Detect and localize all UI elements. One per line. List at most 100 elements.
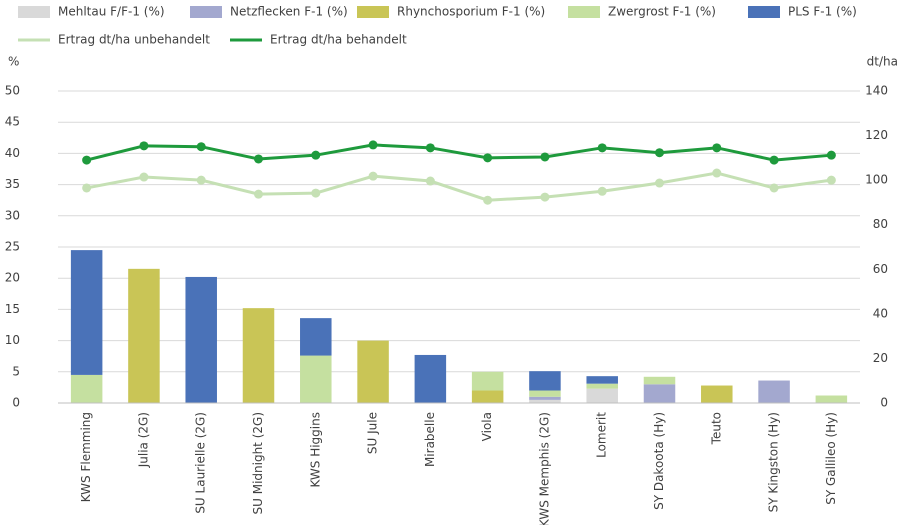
legend-swatch (18, 6, 50, 18)
line-point (425, 143, 435, 153)
legend-label: Netzflecken F-1 (%) (230, 5, 348, 19)
line-point (769, 155, 779, 165)
line-point (712, 143, 722, 153)
line-point (139, 172, 149, 182)
y-tick-label: 40 (5, 146, 20, 160)
line-point (826, 175, 836, 185)
bar-segment (414, 354, 447, 403)
x-tick-label: Viola (480, 412, 494, 441)
bar-segment (701, 385, 733, 403)
bar-segment (586, 383, 618, 389)
bar-segment (529, 396, 561, 400)
y2-tick-label: 100 (865, 173, 888, 187)
x-tick-label: Mirabelle (423, 412, 437, 467)
line-series (86, 143, 832, 162)
x-tick-label: SU Midnight (2G) (251, 412, 265, 515)
line-point (196, 175, 206, 185)
y2-tick-label: 80 (873, 217, 888, 231)
bar-segment (815, 395, 848, 403)
legend-label: Ertrag dt/ha unbehandelt (58, 33, 210, 47)
bar-segment (529, 371, 561, 391)
line-point (712, 168, 722, 178)
bar-segment (300, 355, 332, 403)
y-tick-label: 50 (5, 84, 20, 98)
bar-segment (185, 276, 217, 403)
bar-segment (586, 376, 618, 384)
bar-segment (471, 390, 504, 403)
x-tick-label: KWS Memphis (2G) (537, 412, 551, 525)
legend-label: Ertrag dt/ha behandelt (270, 33, 407, 47)
bar-segment (357, 340, 389, 403)
x-tick-label: SY Kingston (Hy) (767, 412, 781, 512)
legend-swatch (190, 6, 222, 18)
line-point (196, 142, 206, 152)
line-point (139, 141, 149, 151)
bar-segment (70, 250, 103, 375)
line-point (368, 140, 378, 150)
y-tick-label: 0 (12, 396, 20, 410)
y-tick-label: 15 (5, 302, 20, 316)
x-tick-label: KWS Higgins (308, 412, 322, 488)
x-tick-label: Lomerit (595, 412, 609, 458)
y-tick-label: 20 (5, 271, 20, 285)
line-point (540, 152, 550, 162)
bar-segment (643, 376, 676, 385)
line-point (540, 192, 550, 202)
y-tick-label: 5 (12, 364, 20, 378)
line-point (655, 178, 664, 188)
y2-tick-label: 140 (865, 84, 888, 98)
x-tick-label: KWS Flemming (79, 412, 93, 502)
bar-segment (471, 371, 504, 391)
y2-tick-label: 60 (873, 262, 888, 276)
line-point (769, 183, 779, 193)
y2-tick-label: 40 (873, 306, 888, 320)
y-axis-label: % (8, 55, 19, 69)
x-tick-label: Teuto (709, 412, 723, 445)
y2-tick-label: 120 (865, 128, 888, 142)
line-point (311, 188, 321, 198)
bar-segment (242, 308, 275, 403)
legend-label: Zwergrost F-1 (%) (608, 5, 716, 19)
bar-segment (70, 374, 103, 403)
legend-label: Rhynchosporium F-1 (%) (397, 5, 545, 19)
line-point (483, 195, 493, 205)
y2-axis-label: dt/ha (867, 55, 898, 69)
legend-swatch (568, 6, 600, 18)
line-point (82, 183, 92, 193)
bar-segment (128, 268, 160, 403)
bar-segment (586, 388, 618, 403)
legend-label: Mehltau F/F-1 (%) (58, 5, 165, 19)
y-tick-label: 10 (5, 333, 20, 347)
x-tick-label: SU Laurielle (2G) (194, 412, 208, 514)
line-point (655, 148, 664, 158)
line-point (425, 176, 435, 186)
line-point (368, 171, 378, 181)
bar-segment (758, 380, 790, 403)
y-tick-label: 25 (5, 240, 20, 254)
x-tick-label: SY Gallileo (Hy) (824, 412, 838, 505)
x-tick-label: SU Jule (366, 412, 380, 454)
y-tick-label: 35 (5, 177, 20, 191)
y-tick-label: 45 (5, 115, 20, 129)
line-series (86, 171, 832, 202)
x-tick-label: Julia (2G) (136, 412, 150, 468)
line-point (254, 189, 263, 199)
line-point (483, 153, 493, 163)
legend-swatch (357, 6, 389, 18)
bar-segment (529, 399, 561, 403)
line-point (826, 150, 836, 160)
bar-segment (300, 318, 332, 356)
line-point (254, 154, 263, 164)
x-tick-label: SY Dakoota (Hy) (652, 412, 666, 510)
legend-label: PLS F-1 (%) (788, 5, 857, 19)
line-point (311, 150, 321, 160)
line-point (597, 186, 607, 196)
line-point (82, 155, 92, 165)
y2-tick-label: 0 (880, 396, 888, 410)
y2-tick-label: 20 (873, 351, 888, 365)
bar-segment (529, 390, 561, 397)
legend-swatch (748, 6, 780, 18)
y-tick-label: 30 (5, 208, 20, 222)
line-point (597, 143, 607, 153)
